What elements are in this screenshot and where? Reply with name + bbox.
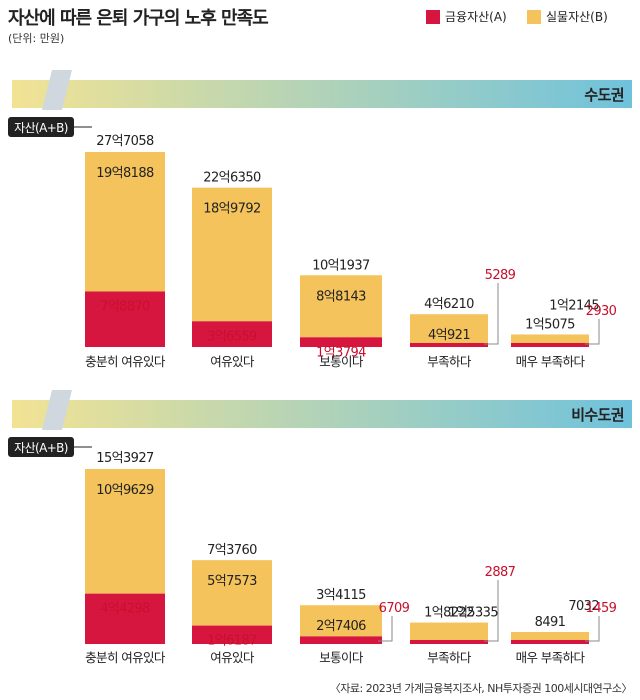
p2-bar-financial-3 bbox=[410, 640, 488, 644]
p2-category-label-4: 매우 부족하다 bbox=[516, 650, 586, 665]
p2-financial-leader-2 bbox=[378, 616, 393, 642]
legend-real-label: 실물자산(B) bbox=[546, 10, 608, 24]
p1-axis-tag-label: 자산(A+B) bbox=[14, 121, 68, 135]
p2-total-label-0: 15억3927 bbox=[96, 451, 154, 466]
p1-total-label-1: 22억6350 bbox=[203, 171, 261, 186]
p2-financial-label-3: 2887 bbox=[485, 565, 516, 580]
p2-bar-real-4 bbox=[511, 632, 589, 640]
chart-title: 자산에 따른 은퇴 가구의 노후 만족도 bbox=[8, 8, 269, 29]
p2-bar-real-1 bbox=[192, 560, 272, 626]
p2-axis-tag-label: 자산(A+B) bbox=[14, 441, 68, 455]
p1-total-label-0: 27억7058 bbox=[96, 134, 154, 149]
p2-financial-label-1: 1억6187 bbox=[207, 634, 257, 649]
p2-bar-real-2 bbox=[300, 605, 382, 637]
legend-real-swatch bbox=[527, 9, 541, 24]
p2-financial-leader-3 bbox=[484, 580, 499, 642]
p1-real-label-1: 18억9792 bbox=[203, 202, 260, 217]
p1-total-label-2: 10억1937 bbox=[312, 258, 370, 273]
p1-category-label-3: 부족하다 bbox=[427, 354, 472, 369]
p2-axis-tag-box bbox=[8, 437, 74, 457]
p1-real-label-0: 19억8188 bbox=[96, 166, 154, 181]
legend-financial: 금융자산(A) bbox=[426, 8, 507, 25]
p1-total-label-4: 1억5075 bbox=[525, 317, 575, 332]
p1-bar-real-1 bbox=[192, 187, 272, 322]
p1-bar-financial-3 bbox=[410, 343, 488, 347]
p1-bar-financial-4 bbox=[511, 343, 589, 347]
p2-category-label-3: 부족하다 bbox=[427, 650, 472, 665]
p2-total-label-2: 3억4115 bbox=[316, 588, 366, 603]
p1-total-label-3: 4억6210 bbox=[424, 297, 474, 312]
p2-region-label: 비수도권 bbox=[571, 406, 624, 424]
legend-real: 실물자산(B) bbox=[527, 8, 608, 25]
legend-financial-swatch bbox=[426, 9, 440, 24]
p2-category-label-0: 충분히 여유있다 bbox=[85, 650, 166, 665]
p1-category-label-2: 보통이다 bbox=[319, 354, 364, 369]
p2-category-label-1: 여유있다 bbox=[210, 650, 255, 665]
legend-financial-label: 금융자산(A) bbox=[445, 10, 507, 24]
p1-financial-leader-3 bbox=[484, 283, 499, 345]
p1-financial-label-2: 1억3794 bbox=[316, 345, 366, 360]
p1-bar-real-3 bbox=[410, 314, 488, 343]
p1-bar-real-2 bbox=[300, 275, 382, 338]
p2-financial-label-4: 1459 bbox=[586, 601, 617, 616]
p2-bar-real-0 bbox=[85, 469, 165, 594]
p2-financial-leader-4 bbox=[585, 616, 600, 642]
p1-financial-label-4: 2930 bbox=[586, 304, 617, 319]
p1-region-banner bbox=[12, 80, 632, 108]
p2-financial-label-2: 6709 bbox=[379, 601, 410, 616]
unit-label: (단위: 만원) bbox=[8, 32, 65, 45]
p2-real-label-1: 5억7573 bbox=[207, 574, 257, 589]
p2-total-label-3: 1억8222 bbox=[424, 606, 474, 621]
p2-bar-financial-2 bbox=[300, 636, 382, 644]
source-note: 〈자료: 2023년 가계금융복지조사, NH투자증권 100세시대연구소〉 bbox=[329, 682, 633, 695]
p1-banner-fold bbox=[42, 70, 72, 110]
p2-bar-financial-1 bbox=[192, 625, 272, 644]
p1-bar-real-0 bbox=[85, 152, 165, 292]
p1-category-label-0: 충분히 여유있다 bbox=[85, 354, 166, 369]
p2-financial-label-0: 4억4298 bbox=[100, 602, 150, 617]
p1-category-label-1: 여유있다 bbox=[210, 354, 255, 369]
p2-bar-financial-4 bbox=[511, 640, 589, 644]
p1-real-label-4: 1억2145 bbox=[549, 298, 599, 313]
p1-bar-financial-2 bbox=[300, 337, 382, 347]
p2-total-label-4: 8491 bbox=[535, 615, 566, 630]
p1-financial-leader-4 bbox=[585, 319, 600, 345]
p1-real-label-3: 4억921 bbox=[428, 328, 470, 343]
p1-financial-label-3: 5289 bbox=[485, 268, 516, 283]
p1-financial-label-0: 7억8870 bbox=[100, 299, 150, 314]
p1-region-label: 수도권 bbox=[584, 86, 624, 104]
p2-total-label-1: 7억3760 bbox=[207, 543, 257, 558]
p1-bar-financial-0 bbox=[85, 291, 165, 347]
p2-real-label-3: 1억5335 bbox=[448, 606, 498, 621]
p1-axis-tag-box bbox=[8, 117, 74, 137]
p2-real-label-0: 10억9629 bbox=[96, 483, 154, 498]
p2-region-banner bbox=[12, 400, 632, 428]
p2-real-label-4: 7032 bbox=[568, 599, 599, 614]
p2-real-label-2: 2억7406 bbox=[316, 619, 366, 634]
p1-category-label-4: 매우 부족하다 bbox=[516, 354, 586, 369]
p1-bar-financial-1 bbox=[192, 321, 272, 347]
p1-financial-label-1: 3억6559 bbox=[207, 329, 257, 344]
p2-bar-financial-0 bbox=[85, 593, 165, 644]
p2-bar-real-3 bbox=[410, 622, 488, 640]
p2-banner-fold bbox=[42, 390, 72, 430]
p2-category-label-2: 보통이다 bbox=[319, 650, 364, 665]
p1-bar-real-4 bbox=[511, 334, 589, 343]
p1-real-label-2: 8억8143 bbox=[316, 289, 366, 304]
